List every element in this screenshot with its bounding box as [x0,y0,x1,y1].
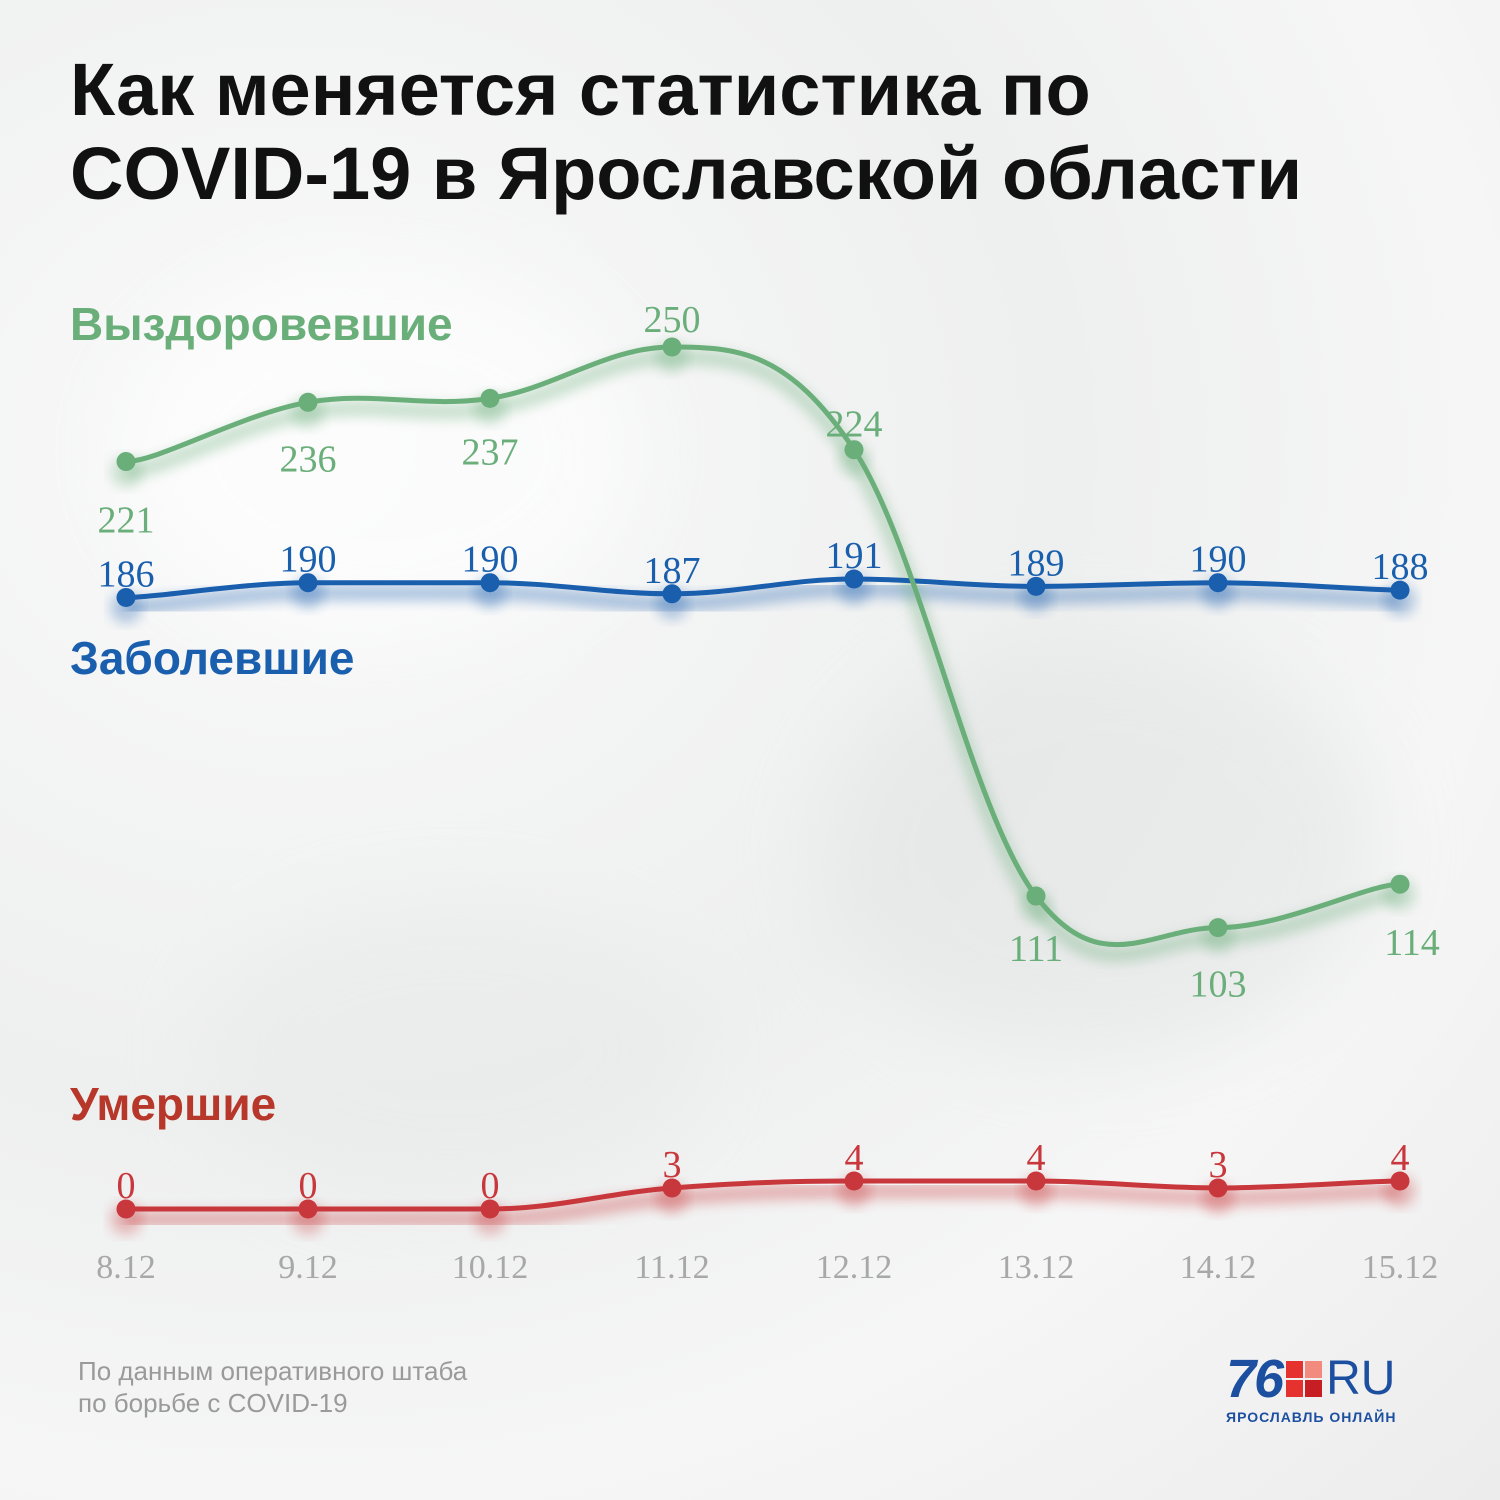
x-tick-label: 13.12 [998,1249,1075,1286]
data-point[interactable] [1026,576,1046,596]
series-line [123,576,1403,600]
data-point[interactable] [1026,1171,1046,1191]
data-label: 0 [117,1165,136,1207]
data-label: 236 [280,438,337,480]
x-tick-label: 14.12 [1180,1249,1257,1286]
data-point[interactable] [116,1199,136,1219]
background-blob [820,640,1380,1060]
x-tick-label: 9.12 [278,1249,338,1286]
x-tick-label: 8.12 [96,1249,156,1286]
data-point[interactable] [298,1199,318,1219]
x-tick-label: 15.12 [1362,1249,1439,1286]
source-note: По данным оперативного штаба по борьбе с… [78,1355,467,1419]
series-glow [125,348,1401,963]
logo-tagline: ЯРОСЛАВЛЬ ОНЛАЙН [1226,1409,1397,1425]
series-name-label: Умершие [70,1078,276,1130]
data-point[interactable] [116,588,136,607]
data-label: 191 [826,535,883,577]
data-point[interactable] [662,1178,682,1198]
logo-squares-icon [1286,1361,1323,1397]
data-point[interactable] [1390,874,1410,894]
data-label: 190 [1190,539,1247,581]
data-point[interactable] [480,573,500,593]
title-line-2: COVID-19 в Ярославской области [70,132,1303,215]
data-label: 0 [299,1165,318,1207]
data-point[interactable] [480,1199,500,1219]
data-point[interactable] [1208,1178,1228,1198]
data-label: 103 [1190,964,1247,1006]
data-label: 189 [1008,542,1065,584]
series-line [123,1178,1403,1212]
page-title: Как меняется статистика по COVID-19 в Яр… [70,48,1430,216]
series-names: Умершие Заболевшие Выздоровевшие [70,298,453,1130]
data-point[interactable] [844,569,864,589]
chart-lines-layer [123,344,1403,1212]
logo-mark: 76 RU [1226,1349,1456,1409]
data-point[interactable] [1208,918,1228,938]
data-label: 188 [1372,546,1429,588]
source-line-2: по борьбе с COVID-19 [78,1388,348,1418]
data-label: 250 [644,299,701,341]
series-name-label: Выздоровевшие [70,298,453,350]
data-label: 111 [1009,928,1063,970]
data-point[interactable] [116,452,136,472]
logo-number: 76 [1226,1349,1284,1409]
data-point[interactable] [298,392,318,412]
brand-logo[interactable]: 76 RU ЯРОСЛАВЛЬ ОНЛАЙН [1226,1349,1456,1435]
data-point[interactable] [1390,1171,1410,1191]
chart-labels-layer: 0 0 0 3 4 4 3 4 186 190 190 187 191 189 190 188 221 236 23… [98,299,1440,1207]
data-label: 4 [845,1137,864,1179]
title-line-1: Как меняется статистика по [70,48,1091,131]
data-label: 224 [826,404,883,446]
data-point[interactable] [298,573,318,593]
data-label: 4 [1391,1137,1410,1179]
data-label: 190 [462,539,519,581]
series-glow [125,1182,1401,1228]
series-name-label: Заболевшие [70,632,354,684]
data-label: 221 [98,500,155,542]
x-tick-label: 11.12 [634,1249,709,1286]
data-label: 114 [1384,922,1440,964]
data-point[interactable] [1026,886,1046,906]
data-label: 3 [1209,1144,1228,1186]
data-point[interactable] [1390,580,1410,600]
data-label: 0 [481,1165,500,1207]
data-point[interactable] [662,584,682,604]
data-point[interactable] [844,440,864,460]
chart-points-layer [116,337,1410,1219]
data-label: 237 [462,431,519,473]
background-blob [200,900,700,1200]
logo-suffix: RU [1326,1352,1396,1405]
data-label: 187 [644,550,701,592]
data-point[interactable] [662,337,682,357]
x-tick-label: 12.12 [816,1249,893,1286]
series-line [123,344,1403,948]
source-line-1: По данным оперативного штаба [78,1356,468,1386]
x-axis-ticks: 8.12 9.12 10.12 11.12 12.12 13.12 14.12 15.12 [96,1249,1438,1286]
data-label: 3 [663,1144,682,1186]
data-label: 186 [98,554,155,596]
data-point[interactable] [1208,573,1228,593]
x-tick-label: 10.12 [452,1249,529,1286]
data-label: 190 [280,539,337,581]
data-label: 4 [1027,1137,1046,1179]
series-glow [125,580,1401,616]
data-point[interactable] [480,388,500,408]
data-point[interactable] [844,1171,864,1191]
